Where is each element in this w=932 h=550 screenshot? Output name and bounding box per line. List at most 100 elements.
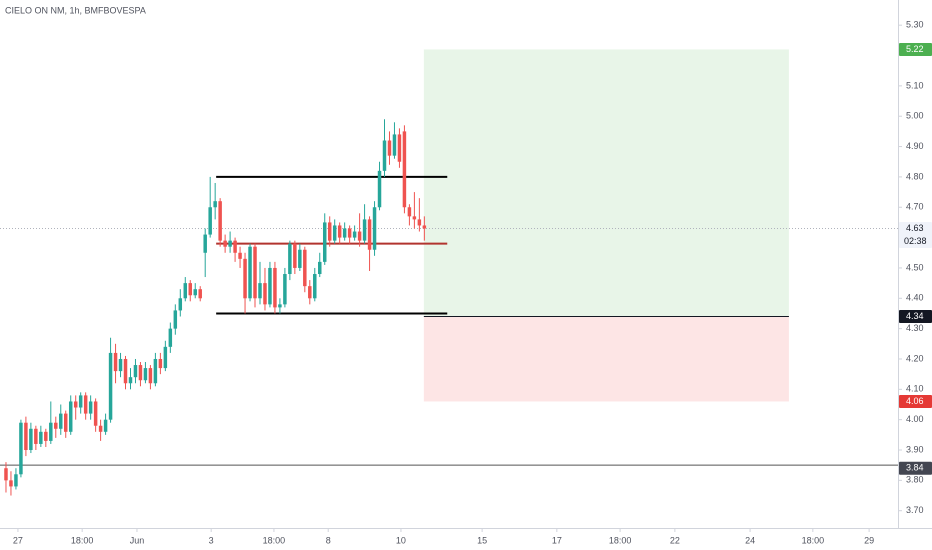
candle-body: [208, 207, 212, 235]
candle-body: [49, 422, 53, 441]
candle-body: [108, 352, 113, 420]
x-tick-label: 18:00: [802, 535, 825, 545]
x-tick-label: 22: [670, 535, 680, 545]
candle-body: [163, 346, 168, 369]
y-tick-label: 3.70: [906, 505, 924, 515]
x-tick-label: 18:00: [263, 535, 286, 545]
y-tick-label: 4.80: [906, 171, 924, 181]
candle-body: [168, 328, 173, 347]
candle-body: [9, 480, 13, 487]
y-tick-label: 4.50: [906, 262, 924, 272]
candle-body: [68, 401, 73, 432]
candle-body: [407, 207, 412, 217]
candle-body: [293, 243, 297, 268]
x-tick-label: 18:00: [609, 535, 632, 545]
candle-body: [347, 228, 352, 238]
candle-body: [34, 428, 38, 444]
candle-body: [24, 422, 28, 451]
candle-body: [118, 358, 123, 372]
price-label-box: [899, 309, 932, 323]
price-label: 4.34: [906, 311, 924, 321]
y-tick-label: 4.30: [906, 323, 924, 333]
candle-body: [148, 368, 153, 384]
candle-body: [138, 365, 143, 381]
candle-body: [113, 352, 118, 372]
candle-body: [153, 358, 158, 384]
x-tick-label: 18:00: [71, 535, 94, 545]
price-label: 5.22: [906, 44, 924, 54]
candle-body: [327, 222, 332, 241]
x-tick-label: Jun: [130, 535, 145, 545]
candle-body: [103, 419, 108, 432]
candle-body: [308, 286, 312, 299]
candle-body: [263, 283, 267, 305]
candle-body: [313, 274, 317, 299]
y-tick-label: 5.30: [906, 20, 924, 30]
candle-body: [143, 368, 148, 381]
candle-body: [133, 365, 138, 378]
candle-body: [337, 225, 342, 238]
y-tick-label: 4.20: [906, 353, 924, 363]
candle-body: [203, 234, 207, 253]
candle-body: [183, 283, 188, 299]
y-tick-label: 4.00: [906, 414, 924, 424]
candle-body: [367, 219, 372, 250]
x-tick-label: 24: [745, 535, 755, 545]
countdown: 02:38: [904, 236, 927, 246]
candle-body: [283, 274, 287, 305]
candle-body: [218, 201, 222, 241]
candle-body: [258, 283, 262, 299]
candle-body: [93, 401, 98, 426]
candle-body: [382, 140, 387, 171]
candle-body: [188, 283, 193, 296]
candle-body: [228, 240, 232, 247]
candle-body: [64, 413, 68, 432]
x-tick-label: 17: [552, 535, 562, 545]
y-tick-label: 5.00: [906, 111, 924, 121]
candle-body: [322, 222, 327, 262]
stop-zone: [423, 316, 789, 402]
y-tick-label: 5.10: [906, 80, 924, 90]
candle-body: [128, 377, 133, 384]
candle-body: [268, 267, 272, 305]
candle-body: [238, 252, 242, 259]
candle-body: [377, 170, 382, 208]
y-tick-label: 4.10: [906, 384, 924, 394]
candle-body: [178, 298, 183, 311]
candle-body: [4, 468, 8, 481]
price-label-box: [899, 461, 932, 475]
candle-body: [422, 225, 427, 229]
x-tick-label: 29: [864, 535, 874, 545]
target-zone: [423, 49, 789, 317]
candle-body: [417, 219, 422, 226]
candle-body: [402, 131, 407, 208]
x-tick-label: 15: [477, 535, 487, 545]
candle-body: [98, 425, 103, 432]
candle-body: [39, 431, 43, 444]
candle-body: [278, 304, 282, 308]
candle-body: [392, 134, 397, 156]
x-tick-label: 3: [209, 535, 214, 545]
candle-body: [54, 422, 58, 429]
candle-body: [372, 207, 377, 250]
y-tick-label: 3.80: [906, 475, 924, 485]
candle-body: [352, 231, 357, 238]
x-tick-label: 8: [326, 535, 331, 545]
candle-body: [88, 401, 93, 414]
candle-body: [412, 216, 417, 220]
candle-body: [342, 228, 347, 238]
price-label-box: [899, 394, 932, 408]
chart-title: CIELO ON NM, 1h, BMFBOVESPA: [5, 5, 146, 15]
candle-body: [273, 267, 277, 308]
candle-body: [73, 401, 78, 408]
y-tick-label: 3.90: [906, 444, 924, 454]
candle-body: [362, 219, 367, 241]
candle-body: [29, 428, 33, 451]
candle-body: [78, 395, 83, 408]
x-tick-label: 27: [13, 535, 23, 545]
price-label: 3.84: [906, 463, 924, 473]
candle-body: [387, 140, 392, 156]
candle-body: [14, 474, 18, 487]
candle-body: [19, 422, 23, 475]
